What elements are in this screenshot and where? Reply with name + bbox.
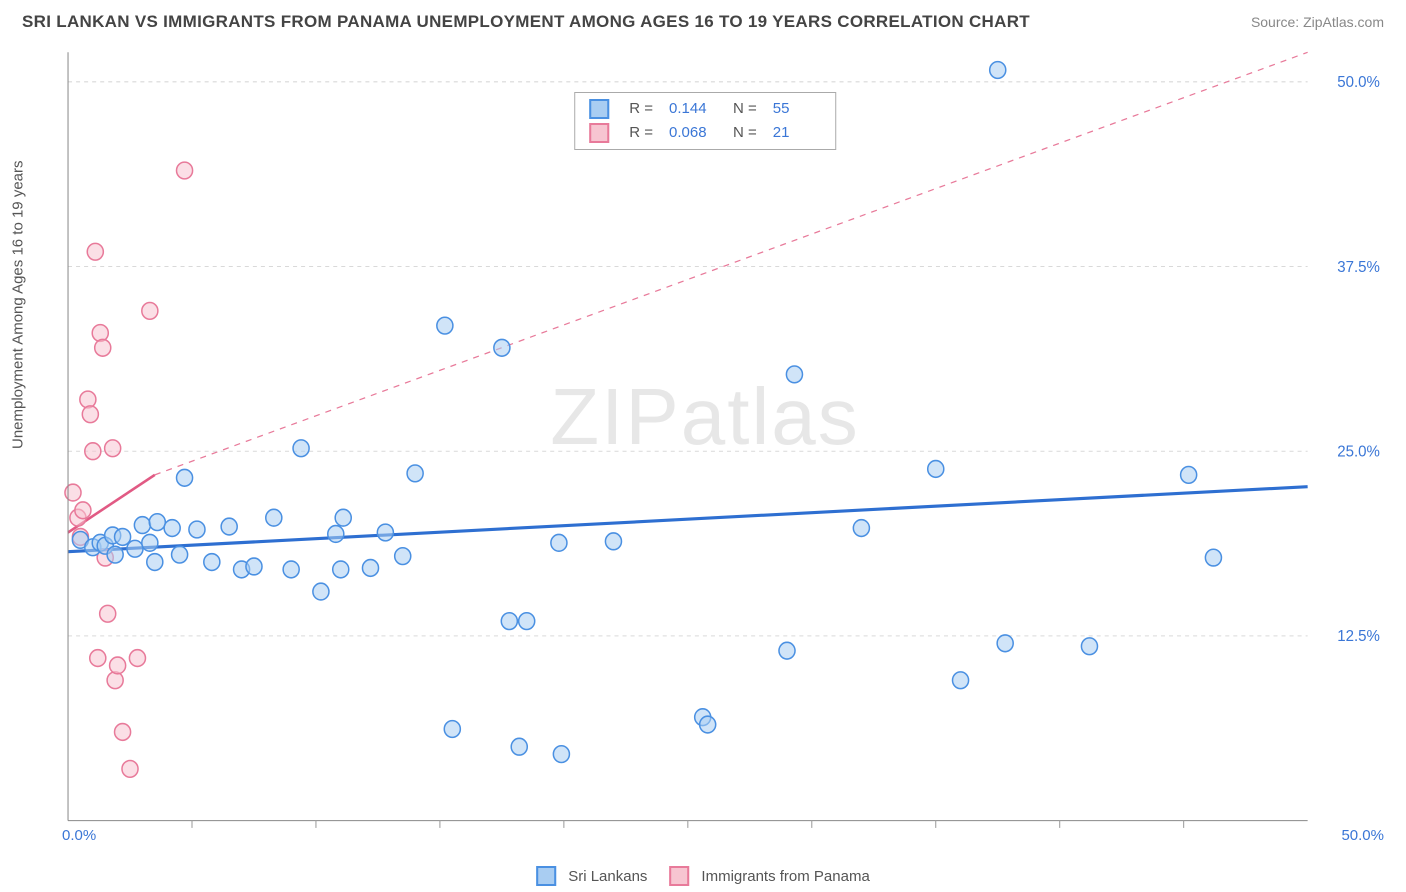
y-axis-label: Unemployment Among Ages 16 to 19 years	[10, 160, 27, 449]
scatter-plot: 12.5% 25.0% 37.5% 50.0%	[62, 46, 1388, 852]
swatch-pink-icon	[669, 866, 689, 886]
legend-item-panama: Immigrants from Panama	[669, 866, 869, 886]
source-attribution: Source: ZipAtlas.com	[1251, 14, 1384, 30]
series-legend: Sri Lankans Immigrants from Panama	[536, 866, 870, 886]
swatch-blue-icon	[589, 99, 609, 119]
legend-row-panama: R =0.068 N =21	[589, 121, 821, 145]
svg-text:12.5%: 12.5%	[1337, 628, 1380, 645]
swatch-blue-icon	[536, 866, 556, 886]
legend-row-sri-lankans: R =0.144 N =55	[589, 97, 821, 121]
svg-text:25.0%: 25.0%	[1337, 443, 1380, 460]
chart-area: Unemployment Among Ages 16 to 19 years 1…	[22, 46, 1388, 852]
svg-text:37.5%: 37.5%	[1337, 258, 1380, 275]
chart-title: SRI LANKAN VS IMMIGRANTS FROM PANAMA UNE…	[22, 12, 1030, 32]
svg-text:50.0%: 50.0%	[1337, 74, 1380, 91]
swatch-pink-icon	[589, 123, 609, 143]
legend-item-sri-lankans: Sri Lankans	[536, 866, 647, 886]
x-axis-min-label: 0.0%	[62, 827, 96, 844]
x-axis-max-label: 50.0%	[1341, 827, 1384, 844]
correlation-legend: R =0.144 N =55 R =0.068 N =21	[574, 92, 836, 150]
